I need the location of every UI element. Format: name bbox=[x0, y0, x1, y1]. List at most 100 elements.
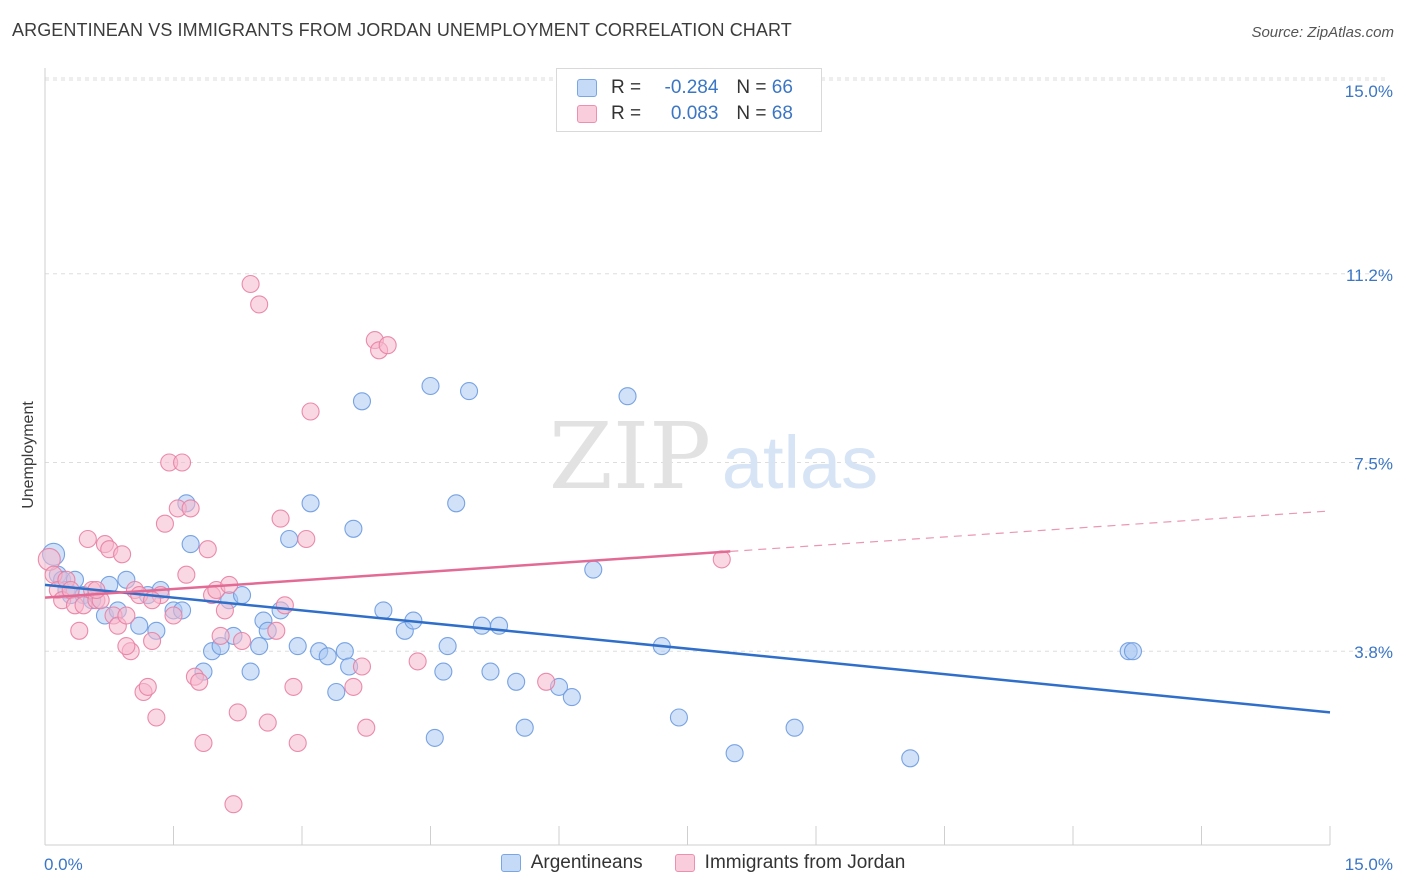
point-jordan bbox=[117, 606, 136, 625]
point-jordan bbox=[113, 545, 132, 564]
point-argentineans bbox=[669, 708, 688, 727]
y-tick-label: 15.0% bbox=[1345, 82, 1393, 101]
point-argentineans bbox=[515, 718, 534, 737]
point-argentineans bbox=[1123, 642, 1143, 661]
series-legend: Argentineans Immigrants from Jordan bbox=[0, 852, 1406, 874]
legend-row-argentineans: R = -0.284 N = 66 bbox=[577, 75, 811, 101]
point-argentineans bbox=[250, 637, 269, 656]
legend-row-jordan: R = 0.083 N = 68 bbox=[577, 101, 811, 127]
point-jordan bbox=[211, 626, 230, 645]
point-jordan bbox=[408, 652, 427, 671]
data-points bbox=[37, 274, 1143, 814]
trend-lines bbox=[44, 510, 1331, 714]
axes bbox=[44, 68, 1331, 846]
point-argentineans bbox=[434, 662, 453, 681]
legend-swatch-pink bbox=[674, 854, 695, 872]
point-argentineans bbox=[335, 642, 354, 661]
legend-r-value: 0.083 bbox=[670, 103, 719, 124]
point-argentineans bbox=[425, 728, 444, 747]
watermark-atlas: atlas bbox=[722, 421, 878, 504]
legend-n-label: N = bbox=[736, 103, 767, 124]
point-jordan bbox=[228, 703, 247, 722]
trend-line-solid bbox=[44, 583, 1331, 714]
point-argentineans bbox=[481, 662, 500, 681]
point-jordan bbox=[70, 621, 89, 640]
tick-labels: 3.8% 7.5% 11.2% 15.0% 0.0% 15.0% bbox=[44, 82, 1393, 874]
point-jordan bbox=[241, 274, 260, 294]
legend-n-value: 66 bbox=[771, 77, 793, 98]
point-jordan bbox=[378, 336, 397, 355]
point-jordan bbox=[164, 606, 183, 625]
trend-line-solid bbox=[44, 550, 731, 599]
legend-n-label: N = bbox=[736, 77, 767, 98]
point-jordan bbox=[537, 672, 556, 691]
legend-item-jordan[interactable]: Immigrants from Jordan bbox=[674, 852, 906, 874]
point-argentineans bbox=[618, 387, 637, 406]
point-argentineans bbox=[288, 637, 307, 656]
legend-item-label: Argentineans bbox=[530, 852, 643, 873]
chart-title: ARGENTINEAN VS IMMIGRANTS FROM JORDAN UN… bbox=[12, 20, 792, 40]
point-jordan bbox=[344, 677, 363, 696]
point-argentineans bbox=[438, 637, 457, 656]
point-jordan bbox=[173, 453, 192, 472]
x-tick-label: 0.0% bbox=[44, 855, 83, 874]
point-argentineans bbox=[130, 616, 149, 635]
point-jordan bbox=[284, 677, 303, 696]
point-argentineans bbox=[459, 382, 479, 401]
point-argentineans bbox=[241, 662, 260, 681]
y-tick-label: 3.8% bbox=[1354, 643, 1393, 662]
point-jordan bbox=[297, 529, 316, 549]
legend-r-label: R = bbox=[611, 103, 642, 124]
point-jordan bbox=[194, 733, 213, 753]
point-jordan bbox=[181, 499, 200, 518]
x-tick-label: 15.0% bbox=[1345, 855, 1393, 874]
point-jordan bbox=[138, 677, 157, 696]
legend-item-label: Immigrants from Jordan bbox=[704, 852, 906, 873]
legend-n-value: 68 bbox=[771, 103, 793, 124]
point-argentineans bbox=[181, 535, 200, 554]
point-jordan bbox=[117, 637, 136, 656]
trend-line-dashed bbox=[730, 510, 1331, 553]
legend-swatch-blue bbox=[500, 854, 521, 872]
legend-swatch-blue bbox=[577, 79, 597, 97]
point-argentineans bbox=[472, 616, 491, 635]
source-label: Source: ZipAtlas.com bbox=[1251, 24, 1394, 41]
point-argentineans bbox=[280, 529, 299, 549]
point-jordan bbox=[352, 657, 372, 676]
stats-legend: R = -0.284 N = 66 R = 0.083 N = 68 bbox=[556, 68, 822, 132]
y-axis-label: Unemployment bbox=[20, 401, 37, 509]
legend-item-argentineans[interactable]: Argentineans bbox=[500, 852, 643, 874]
watermark: ZIP atlas bbox=[549, 403, 878, 510]
legend-r-label: R = bbox=[611, 77, 642, 98]
point-jordan bbox=[288, 733, 307, 753]
point-argentineans bbox=[421, 376, 440, 396]
point-jordan bbox=[271, 509, 290, 528]
point-jordan bbox=[301, 402, 320, 421]
point-argentineans bbox=[785, 718, 804, 737]
point-argentineans bbox=[352, 392, 372, 411]
point-jordan bbox=[143, 631, 162, 651]
point-argentineans bbox=[344, 519, 363, 538]
point-jordan bbox=[198, 540, 217, 559]
point-jordan bbox=[258, 713, 277, 732]
point-argentineans bbox=[901, 749, 920, 768]
watermark-zip: ZIP bbox=[549, 403, 711, 510]
point-argentineans bbox=[725, 744, 744, 763]
point-jordan bbox=[155, 514, 174, 533]
point-jordan bbox=[250, 295, 269, 314]
point-jordan bbox=[190, 672, 209, 691]
point-jordan bbox=[275, 596, 294, 615]
point-argentineans bbox=[327, 682, 346, 702]
point-argentineans bbox=[507, 672, 526, 691]
legend-swatch-pink bbox=[577, 105, 597, 123]
y-tick-label: 7.5% bbox=[1354, 455, 1393, 474]
point-jordan bbox=[147, 708, 166, 727]
point-jordan bbox=[232, 631, 252, 651]
point-argentineans bbox=[318, 647, 337, 666]
point-jordan bbox=[224, 795, 243, 814]
point-jordan bbox=[267, 621, 286, 640]
point-argentineans bbox=[562, 688, 581, 707]
point-argentineans bbox=[374, 601, 393, 620]
point-argentineans bbox=[584, 560, 603, 579]
